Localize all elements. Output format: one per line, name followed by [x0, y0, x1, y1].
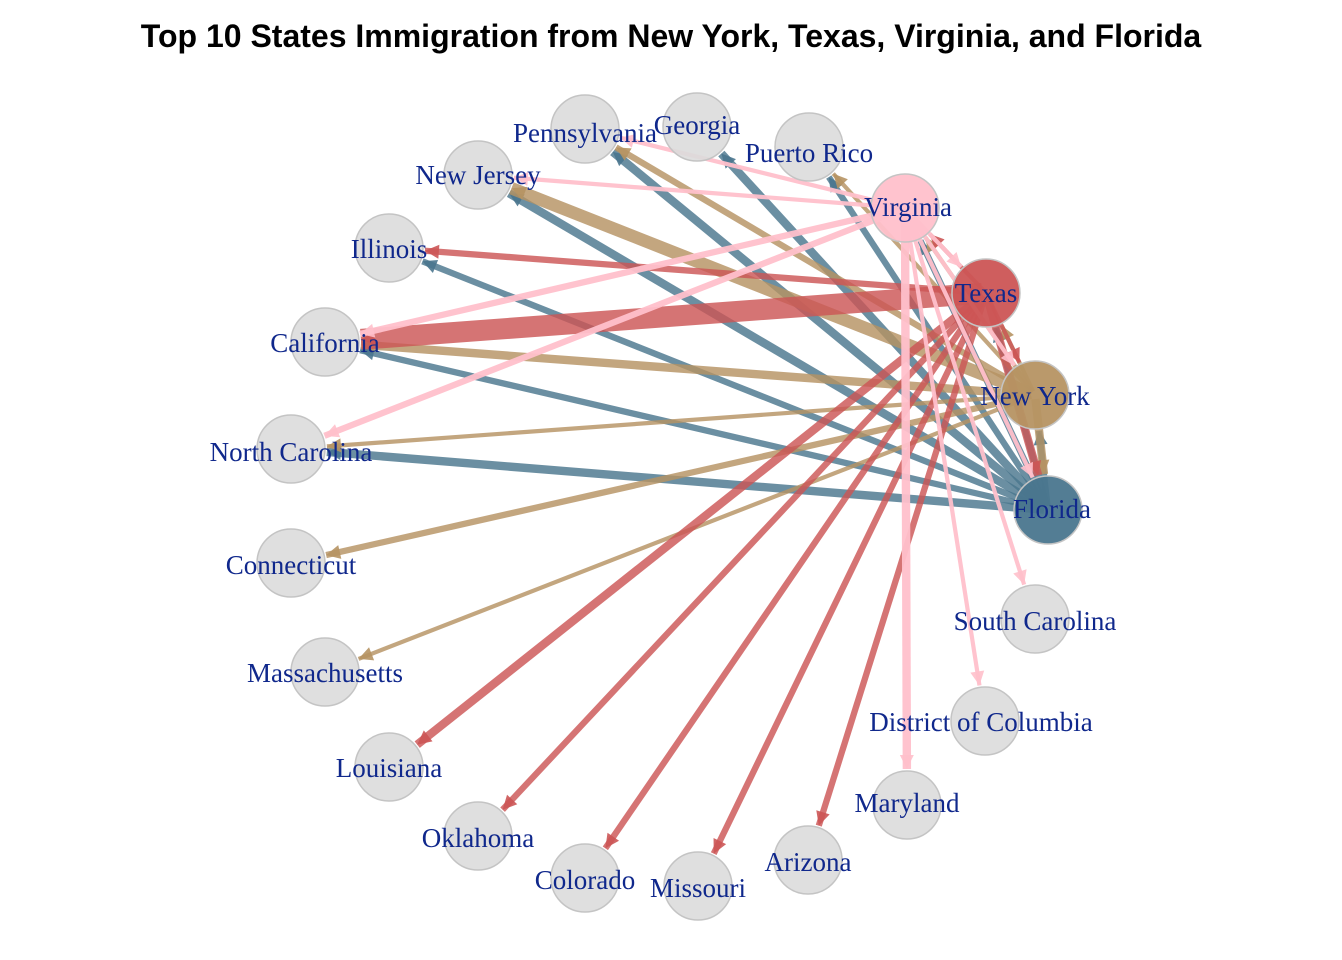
arrowhead-virginia-to-florida [1020, 461, 1033, 478]
arrowhead-texas-to-arizona [816, 810, 830, 826]
arrowhead-virginia-to-south-carolina [1013, 569, 1027, 585]
node-missouri [663, 851, 733, 921]
arrowhead-virginia-to-new-york [1000, 349, 1015, 366]
node-label-california: California [270, 328, 379, 358]
edge-florida-to-pennsylvania [610, 148, 1048, 511]
arrowhead-virginia-to-north-carolina [324, 424, 341, 438]
node-label-illinois: Illinois [351, 234, 428, 264]
edge-new-york-to-puerto-rico [831, 172, 1034, 394]
node-label-north-carolina: North Carolina [210, 437, 373, 467]
node-puerto-rico [774, 112, 844, 182]
node-pennsylvania [550, 94, 620, 164]
edge-florida-to-illinois [421, 258, 1046, 512]
edge-virginia-to-new-jersey [513, 175, 902, 210]
node-label-missouri: Missouri [650, 873, 746, 903]
node-label-texas: Texas [955, 278, 1018, 308]
arrowhead-new-york-to-pennsylvania [615, 147, 632, 161]
arrowhead-virginia-to-maryland [899, 754, 914, 770]
node-california [290, 307, 360, 377]
edge-virginia-to-florida [904, 210, 1035, 479]
edge-texas-to-louisiana [414, 292, 986, 748]
edge-texas-to-illinois [424, 247, 983, 296]
edge-virginia-to-california [359, 205, 902, 337]
arrowhead-virginia-to-texas [946, 251, 962, 267]
arrowhead-texas-to-illinois [424, 244, 440, 259]
node-label-massachusetts: Massachusetts [247, 658, 403, 688]
node-label-district-of-columbia: District of Columbia [869, 707, 1092, 737]
node-oklahoma [443, 801, 513, 871]
node-illinois [354, 213, 424, 283]
edge-new-york-to-new-jersey [509, 182, 1034, 400]
node-colorado [550, 843, 620, 913]
edge-virginia-to-north-carolina [323, 206, 903, 439]
edge-florida-to-north-carolina [326, 447, 1045, 514]
arrowhead-texas-to-new-york [1007, 346, 1020, 363]
node-virginia [870, 173, 940, 243]
edge-new-york-to-pennsylvania [614, 144, 1034, 396]
node-connecticut [256, 528, 326, 598]
arrowhead-texas-to-missouri [713, 837, 727, 854]
node-label-new-york: New York [980, 381, 1090, 411]
node-new-york [1000, 360, 1070, 430]
node-maryland [872, 770, 942, 840]
edge-virginia-to-south-carolina [904, 211, 1027, 586]
arrowhead-florida-to-illinois [422, 259, 439, 273]
node-label-puerto-rico: Puerto Rico [745, 138, 873, 168]
node-label-florida: Florida [1013, 494, 1091, 524]
node-label-virginia: Virginia [864, 192, 952, 222]
node-label-oklahoma: Oklahoma [422, 823, 534, 853]
node-label-pennsylvania: Pennsylvania [513, 118, 657, 148]
node-florida [1013, 475, 1083, 545]
node-south-carolina [1000, 584, 1070, 654]
node-district-of-columbia [950, 686, 1020, 756]
arrowhead-new-york-to-north-carolina [326, 438, 342, 453]
arrowhead-texas-to-colorado [605, 832, 620, 849]
arrowhead-virginia-to-new-jersey [513, 171, 529, 186]
arrowhead-new-york-to-new-jersey [511, 186, 528, 200]
node-label-new-jersey: New Jersey [415, 160, 541, 190]
arrowhead-new-york-to-massachusetts [358, 647, 375, 661]
arrowhead-new-york-to-puerto-rico [833, 173, 848, 189]
edge-texas-to-california [360, 282, 983, 350]
node-label-maryland: Maryland [855, 788, 960, 818]
edge-texas-to-missouri [710, 295, 988, 855]
edge-virginia-to-district-of-columbia [903, 211, 982, 686]
node-label-south-carolina: South Carolina [954, 606, 1117, 636]
node-north-carolina [256, 414, 326, 484]
node-label-louisiana: Louisiana [336, 753, 442, 783]
arrowhead-virginia-to-pennsylvania [619, 134, 636, 148]
edge-texas-to-arizona [815, 295, 988, 827]
arrowhead-virginia-to-california [360, 323, 376, 338]
arrowhead-texas-to-oklahoma [502, 794, 518, 810]
edge-florida-to-new-jersey [506, 189, 1047, 512]
edge-new-york-to-connecticut [325, 392, 1032, 559]
arrowhead-virginia-to-district-of-columbia [970, 670, 985, 686]
edge-virginia-to-maryland [900, 211, 912, 770]
node-texas [951, 258, 1021, 328]
node-label-colorado: Colorado [535, 865, 636, 895]
node-georgia [662, 92, 732, 162]
arrowhead-new-york-to-connecticut [326, 545, 342, 559]
chart-title: Top 10 States Immigration from New York,… [140, 18, 1202, 54]
arrowhead-texas-to-louisiana [417, 730, 433, 745]
node-louisiana [354, 732, 424, 802]
node-label-arizona: Arizona [765, 847, 852, 877]
nodes-layer [256, 92, 1083, 921]
node-arizona [773, 825, 843, 895]
node-label-georgia: Georgia [654, 110, 740, 140]
node-label-connecticut: Connecticut [226, 550, 357, 580]
node-new-jersey [443, 140, 513, 210]
edge-texas-to-colorado [602, 294, 987, 851]
edge-virginia-to-pennsylvania [619, 135, 902, 210]
node-massachusetts [290, 637, 360, 707]
edges-layer [323, 134, 1051, 855]
